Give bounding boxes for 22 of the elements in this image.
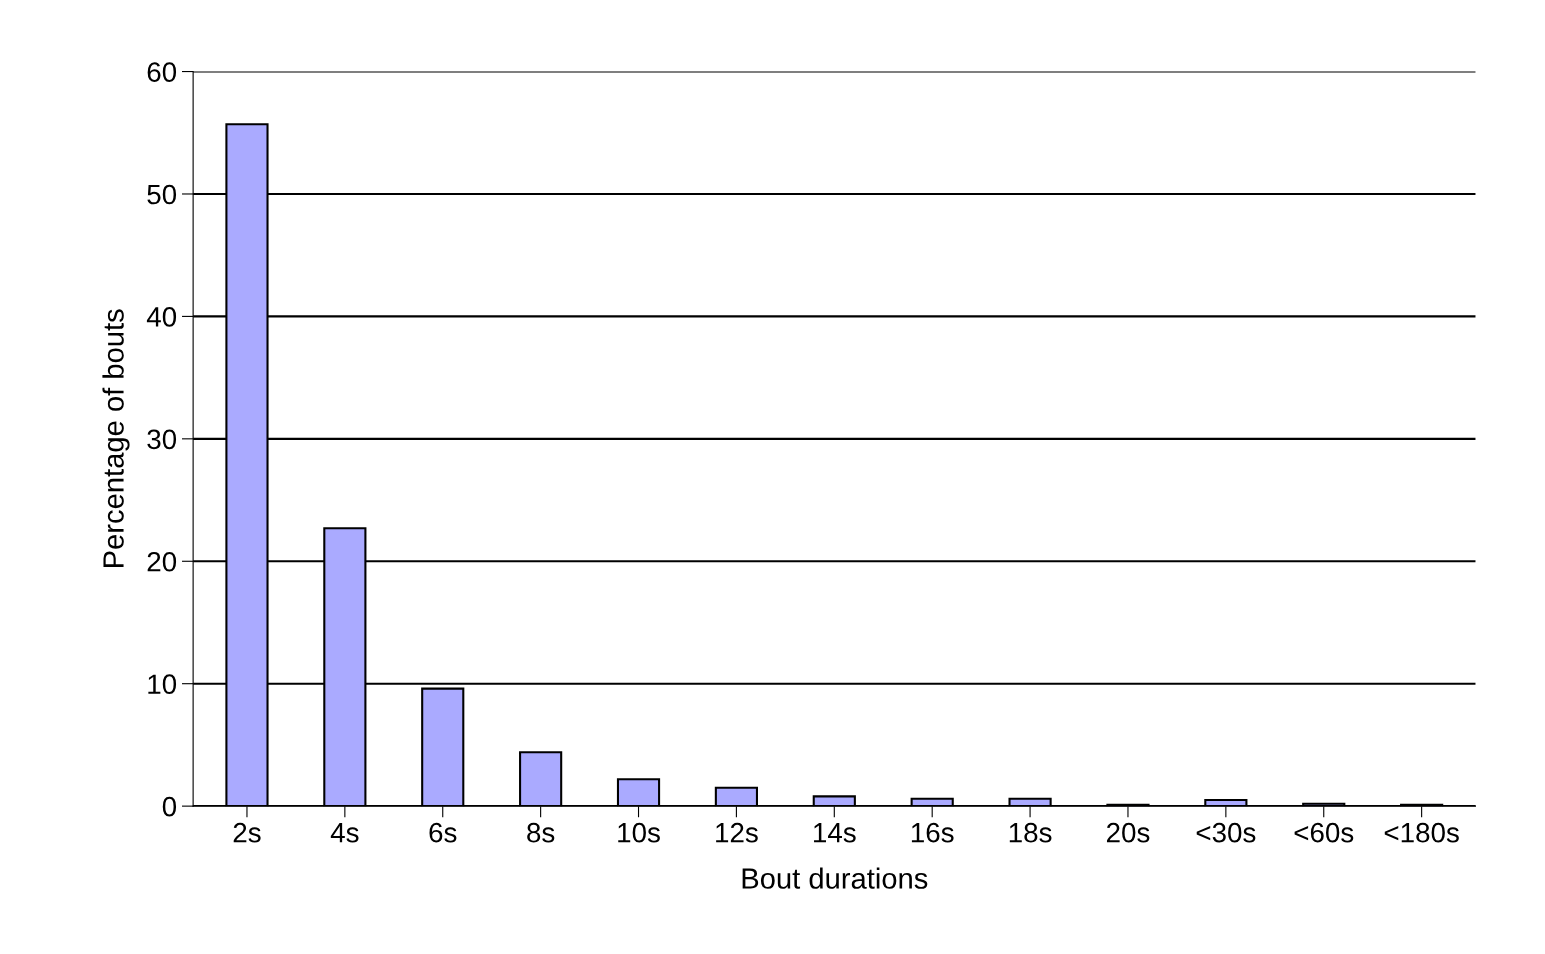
x-tick-label: 6s (429, 822, 457, 843)
x-tick-label: <180s (1384, 822, 1459, 843)
x-tick-label: 18s (1009, 822, 1052, 843)
x-axis-title: Bout durations (742, 867, 928, 889)
x-tick-label: 4s (330, 823, 359, 843)
y-axis-title: Percentage of bouts (102, 309, 130, 567)
x-tick-label: <60s (1294, 822, 1354, 843)
y-tick-label: 60 (147, 62, 177, 82)
x-tick-label: 12s (716, 822, 758, 843)
x-tick-label: 8s (527, 822, 555, 843)
x-tick-label: 10s (618, 822, 660, 843)
x-tick-label: 16s (911, 822, 954, 843)
y-tick-label: 20 (147, 551, 177, 572)
y-tick-label: 40 (146, 307, 177, 327)
y-tick-label: 30 (147, 429, 177, 450)
x-tick-label: <30s (1196, 822, 1256, 843)
y-tick-label: 10 (148, 674, 177, 695)
y-tick-label: 50 (147, 184, 177, 205)
x-tick-label: 14s (814, 823, 856, 843)
y-tick-label: 0 (162, 796, 177, 817)
x-tick-label: 20s (1106, 822, 1150, 843)
x-tick-label: 2s (233, 822, 261, 843)
